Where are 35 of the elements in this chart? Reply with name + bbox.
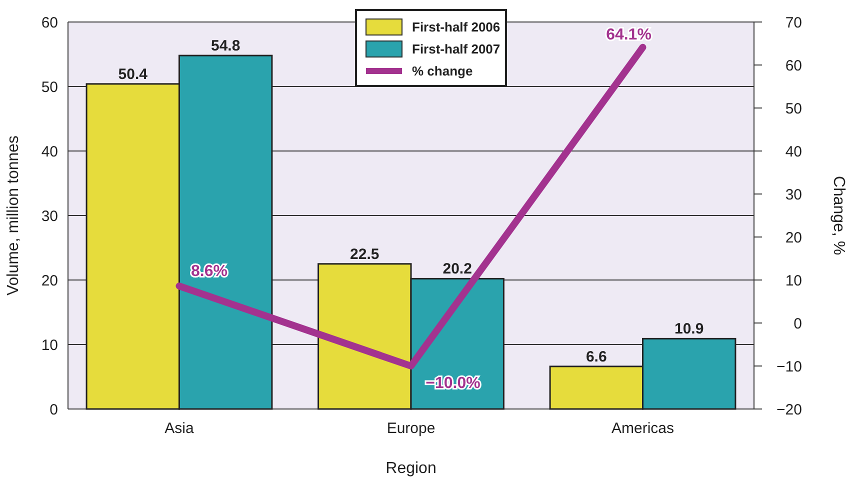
y-tick-label: 60 bbox=[41, 14, 58, 32]
y2-tick-label: −20 bbox=[776, 401, 802, 418]
y-tick-label: 20 bbox=[41, 272, 58, 290]
y-tick-label: 10 bbox=[41, 336, 58, 354]
data-label: 20.2 bbox=[442, 260, 472, 278]
y-tick-label: 30 bbox=[41, 208, 58, 225]
data-label: 54.8 bbox=[210, 38, 240, 55]
legend-label: First-half 2006 bbox=[412, 20, 500, 35]
y2-tick-label: 70 bbox=[785, 14, 802, 32]
data-label: 50.4 bbox=[118, 66, 148, 83]
data-label: 10.9 bbox=[674, 320, 704, 338]
y2-tick-label: 0 bbox=[794, 315, 802, 332]
legend-label: First-half 2007 bbox=[412, 42, 500, 57]
x-tick-label: Americas bbox=[612, 420, 674, 437]
data-label: 64.1% bbox=[606, 26, 652, 44]
x-tick-label: Asia bbox=[164, 420, 194, 437]
y-tick-label: 0 bbox=[50, 401, 58, 418]
data-label: −10.0% bbox=[426, 375, 480, 392]
y-axis-title: Volume, million tonnes bbox=[5, 135, 22, 296]
legend-label: % change bbox=[412, 64, 473, 79]
y-tick-label: 40 bbox=[41, 143, 58, 160]
y2-tick-label: 20 bbox=[785, 229, 802, 246]
y2-tick-label: 60 bbox=[785, 57, 802, 74]
x-tick-label: Europe bbox=[386, 420, 436, 437]
y2-tick-label: 30 bbox=[785, 186, 802, 204]
y2-axis-title: Change, % bbox=[830, 176, 847, 256]
data-label: 6.6 bbox=[586, 348, 607, 366]
data-label: 22.5 bbox=[350, 246, 380, 263]
y-tick-label: 50 bbox=[41, 78, 58, 96]
y2-tick-label: 40 bbox=[785, 143, 802, 160]
x-axis-title: Region bbox=[386, 460, 436, 477]
y2-tick-label: 10 bbox=[785, 272, 802, 290]
y2-tick-label: 50 bbox=[785, 100, 802, 118]
data-label: 8.6% bbox=[191, 263, 228, 280]
y2-tick-label: −10 bbox=[776, 358, 802, 376]
